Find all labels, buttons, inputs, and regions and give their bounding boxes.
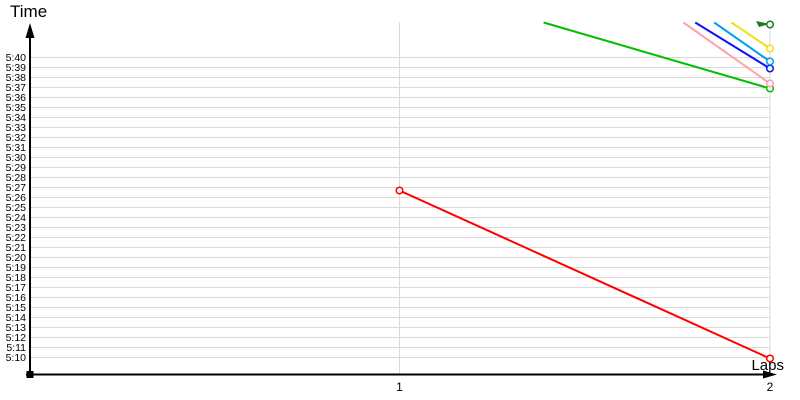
y-tick-label: 5:37 <box>6 82 27 94</box>
y-tick-label: 5:30 <box>6 152 27 164</box>
y-tick-label: 5:13 <box>6 322 27 334</box>
y-tick-label: 5:35 <box>6 102 27 114</box>
series-line-pink <box>682 21 771 85</box>
y-tick-label: 5:15 <box>6 302 27 314</box>
data-point-marker-dark-green <box>765 20 775 29</box>
y-tick-label: 5:21 <box>6 242 27 254</box>
data-point-marker-blue <box>765 64 775 73</box>
y-tick-label: 5:14 <box>6 312 27 324</box>
y-tick-label: 5:34 <box>6 112 27 124</box>
x-tick-label: 2 <box>767 380 774 394</box>
y-tick-label: 5:36 <box>6 92 27 104</box>
y-tick-label: 5:27 <box>6 182 27 194</box>
y-tick-label: 5:38 <box>6 72 27 84</box>
y-tick-label: 5:23 <box>6 222 27 234</box>
y-tick-label: 5:18 <box>6 272 27 284</box>
series-line-yellow <box>730 21 771 50</box>
series-line-red <box>399 189 771 360</box>
data-point-marker-red <box>765 354 775 363</box>
axis-origin-square <box>26 371 34 378</box>
x-axis-title: Laps <box>751 357 784 374</box>
series-line-blue <box>694 21 771 70</box>
y-tick-label: 5:24 <box>6 212 27 224</box>
y-tick-label: 5:26 <box>6 192 27 204</box>
series-line-cyan <box>713 21 771 63</box>
y-tick-label: 5:22 <box>6 232 27 244</box>
y-tick-label: 5:12 <box>6 332 27 344</box>
y-tick-label: 5:33 <box>6 122 27 134</box>
y-tick-label: 5:17 <box>6 282 27 294</box>
y-tick-label: 5:29 <box>6 162 27 174</box>
y-tick-label: 5:11 <box>6 342 26 354</box>
series-line-green <box>543 21 771 90</box>
y-tick-label: 5:19 <box>6 262 27 274</box>
x-axis-arrow-icon <box>763 370 777 379</box>
y-tick-label: 5:32 <box>6 132 27 144</box>
data-point-marker-cyan <box>765 57 775 66</box>
y-axis-arrow-icon <box>25 23 35 38</box>
data-point-marker-red <box>395 186 404 195</box>
pennant-flag-icon <box>756 21 770 27</box>
data-point-marker-pink <box>765 79 775 88</box>
y-tick-label: 5:10 <box>6 352 27 364</box>
y-tick-label: 5:20 <box>6 252 27 264</box>
y-tick-label: 5:31 <box>6 142 27 154</box>
y-tick-label: 5:39 <box>6 62 27 74</box>
data-point-marker-yellow <box>765 44 775 53</box>
y-tick-label: 5:25 <box>6 202 27 214</box>
y-tick-label: 5:16 <box>6 292 27 304</box>
y-axis-title: Time <box>10 2 48 21</box>
x-tick-label: 1 <box>396 380 403 394</box>
y-tick-label: 5:28 <box>6 172 27 184</box>
y-tick-label: 5:40 <box>6 52 27 64</box>
